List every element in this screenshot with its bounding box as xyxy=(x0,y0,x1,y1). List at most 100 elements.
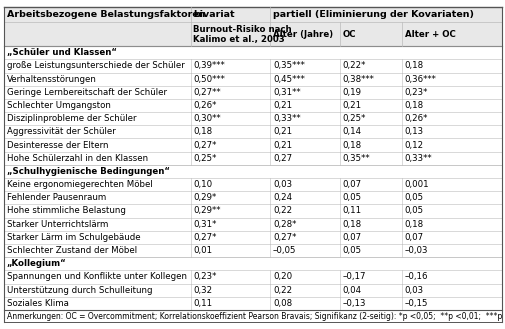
Bar xyxy=(4,191,501,204)
Text: 0,18: 0,18 xyxy=(342,140,361,150)
Text: 0,20: 0,20 xyxy=(272,272,291,281)
Text: Geringe Lernbereitschaft der Schüler: Geringe Lernbereitschaft der Schüler xyxy=(7,88,166,97)
Bar xyxy=(4,165,501,178)
Text: 0,33**: 0,33** xyxy=(272,114,300,123)
Text: 0,18: 0,18 xyxy=(404,101,423,110)
Text: Starker Lärm im Schulgebäude: Starker Lärm im Schulgebäude xyxy=(7,233,140,242)
Text: 0,39***: 0,39*** xyxy=(193,62,225,70)
Text: 0,38***: 0,38*** xyxy=(342,75,374,84)
Bar xyxy=(4,257,501,270)
Text: 0,22: 0,22 xyxy=(272,207,291,215)
Bar xyxy=(4,125,501,139)
Text: 0,10: 0,10 xyxy=(193,180,212,189)
Text: große Leistungsunterschiede der Schüler: große Leistungsunterschiede der Schüler xyxy=(7,62,184,70)
Text: Desinteresse der Eltern: Desinteresse der Eltern xyxy=(7,140,108,150)
Bar xyxy=(4,139,501,152)
Text: 0,21: 0,21 xyxy=(272,140,291,150)
Text: 0,23*: 0,23* xyxy=(193,272,216,281)
Text: 0,22: 0,22 xyxy=(272,286,291,294)
Text: 0,11: 0,11 xyxy=(342,207,361,215)
Text: –0,17: –0,17 xyxy=(342,272,366,281)
Text: 0,50***: 0,50*** xyxy=(193,75,225,84)
Text: 0,28*: 0,28* xyxy=(272,220,296,229)
Bar xyxy=(4,7,501,22)
Text: 0,05: 0,05 xyxy=(404,207,423,215)
Text: 0,08: 0,08 xyxy=(272,299,291,308)
Text: 0,18: 0,18 xyxy=(342,220,361,229)
Bar xyxy=(4,284,501,297)
Text: Schlechter Umgangston: Schlechter Umgangston xyxy=(7,101,110,110)
Bar xyxy=(4,244,501,257)
Bar xyxy=(4,99,501,112)
Text: 0,29*: 0,29* xyxy=(193,193,216,202)
Text: 0,11: 0,11 xyxy=(193,299,212,308)
Bar xyxy=(4,112,501,125)
Text: 0,23*: 0,23* xyxy=(404,88,427,97)
Text: 0,30**: 0,30** xyxy=(193,114,221,123)
Text: 0,27*: 0,27* xyxy=(272,233,296,242)
Text: 0,27*: 0,27* xyxy=(193,140,216,150)
Text: Aggressivität der Schüler: Aggressivität der Schüler xyxy=(7,127,115,136)
Text: 0,33**: 0,33** xyxy=(404,154,432,163)
Text: –0,05: –0,05 xyxy=(272,246,296,255)
Text: –0,15: –0,15 xyxy=(404,299,428,308)
Bar xyxy=(4,297,501,310)
Text: 0,07: 0,07 xyxy=(404,233,423,242)
Bar xyxy=(4,178,501,191)
Text: 0,13: 0,13 xyxy=(404,127,423,136)
Text: 0,27**: 0,27** xyxy=(193,88,221,97)
Text: Burnout-Risiko nach
Kalimo et al., 2003: Burnout-Risiko nach Kalimo et al., 2003 xyxy=(193,25,291,44)
Text: Hohe stimmliche Belastung: Hohe stimmliche Belastung xyxy=(7,207,125,215)
Text: 0,21: 0,21 xyxy=(272,127,291,136)
Text: Fehlender Pausenraum: Fehlender Pausenraum xyxy=(7,193,106,202)
Bar xyxy=(4,22,501,46)
Text: 0,25*: 0,25* xyxy=(342,114,365,123)
Text: Verhaltensstörungen: Verhaltensstörungen xyxy=(7,75,96,84)
Text: 0,45***: 0,45*** xyxy=(272,75,304,84)
Text: 0,24: 0,24 xyxy=(272,193,291,202)
Text: Starker Unterrichtslärm: Starker Unterrichtslärm xyxy=(7,220,108,229)
Text: 0,04: 0,04 xyxy=(342,286,361,294)
Text: 0,36***: 0,36*** xyxy=(404,75,436,84)
Text: 0,05: 0,05 xyxy=(404,193,423,202)
Text: Disziplinprobleme der Schüler: Disziplinprobleme der Schüler xyxy=(7,114,136,123)
Text: 0,19: 0,19 xyxy=(342,88,361,97)
Text: „Schüler und Klassen“: „Schüler und Klassen“ xyxy=(7,48,116,57)
Text: 0,01: 0,01 xyxy=(193,246,212,255)
Bar xyxy=(4,231,501,244)
Text: 0,18: 0,18 xyxy=(404,220,423,229)
Text: 0,35***: 0,35*** xyxy=(272,62,304,70)
Text: 0,27: 0,27 xyxy=(272,154,291,163)
Bar xyxy=(4,86,501,99)
Text: 0,27*: 0,27* xyxy=(193,233,216,242)
Text: Keine ergonomiegerechten Möbel: Keine ergonomiegerechten Möbel xyxy=(7,180,152,189)
Text: Alter (Jahre): Alter (Jahre) xyxy=(272,30,332,39)
Text: 0,31*: 0,31* xyxy=(193,220,216,229)
Bar xyxy=(4,204,501,217)
Text: 0,07: 0,07 xyxy=(342,233,361,242)
Text: –0,13: –0,13 xyxy=(342,299,366,308)
Text: 0,29**: 0,29** xyxy=(193,207,220,215)
Text: Spannungen und Konflikte unter Kollegen: Spannungen und Konflikte unter Kollegen xyxy=(7,272,186,281)
Text: Alter + OC: Alter + OC xyxy=(404,30,454,39)
Text: 0,26*: 0,26* xyxy=(404,114,427,123)
Bar xyxy=(4,217,501,231)
Text: Schlechter Zustand der Möbel: Schlechter Zustand der Möbel xyxy=(7,246,136,255)
Text: 0,25*: 0,25* xyxy=(193,154,216,163)
Text: OC: OC xyxy=(342,30,356,39)
Bar xyxy=(4,59,501,72)
Text: 0,05: 0,05 xyxy=(342,193,361,202)
Bar xyxy=(4,72,501,86)
Text: 0,31**: 0,31** xyxy=(272,88,300,97)
Bar xyxy=(4,270,501,284)
Text: 0,03: 0,03 xyxy=(404,286,423,294)
Text: 0,07: 0,07 xyxy=(342,180,361,189)
Text: partiell (Eliminierung der Kovariaten): partiell (Eliminierung der Kovariaten) xyxy=(272,10,473,19)
Text: Arbeitsbezogene Belastungsfaktoren: Arbeitsbezogene Belastungsfaktoren xyxy=(7,10,205,19)
Text: Anmerkungen: OC = Overcommitment; Korrelationskoeffizient Pearson Bravais; Signi: Anmerkungen: OC = Overcommitment; Korrel… xyxy=(7,312,505,321)
Bar xyxy=(4,152,501,165)
Text: 0,32: 0,32 xyxy=(193,286,212,294)
Text: 0,21: 0,21 xyxy=(342,101,361,110)
Text: 0,22*: 0,22* xyxy=(342,62,365,70)
Text: 0,14: 0,14 xyxy=(342,127,361,136)
